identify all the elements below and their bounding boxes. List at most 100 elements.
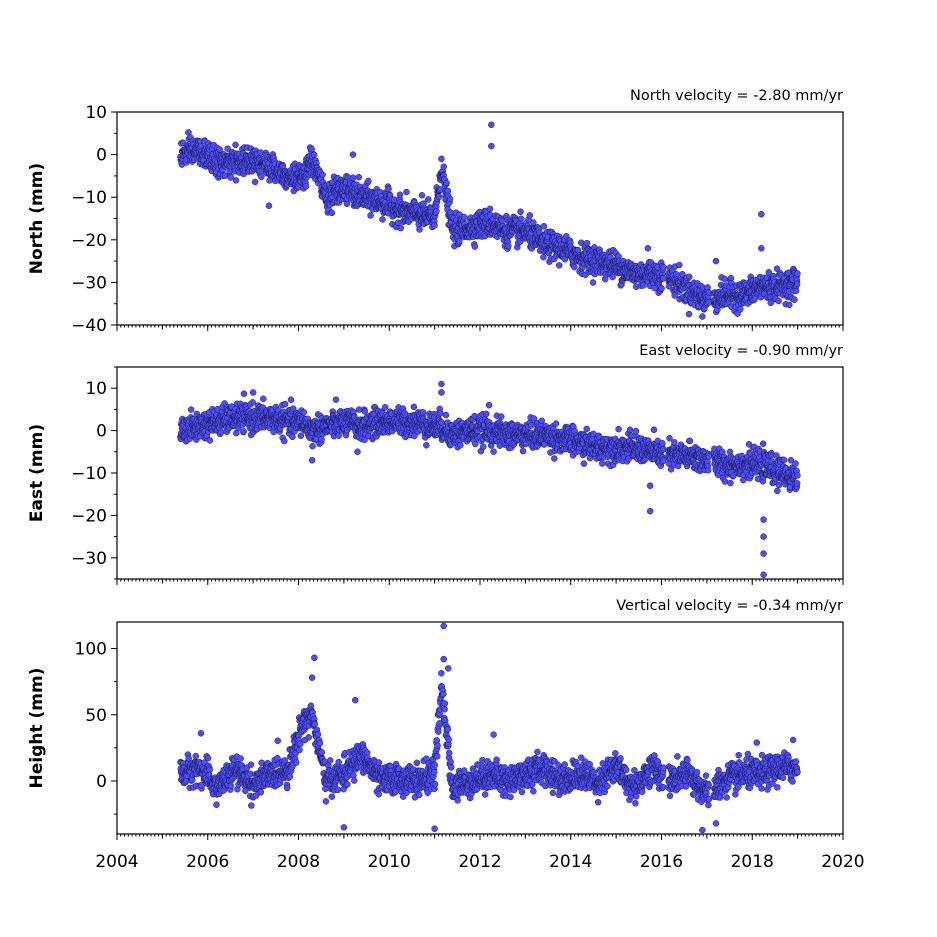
data-point (425, 196, 432, 203)
y-axis-label-east: East (mm) (27, 424, 47, 522)
series-points-height (177, 622, 801, 834)
data-point (365, 177, 372, 185)
data-point (737, 306, 744, 313)
data-point (793, 480, 801, 487)
y-tick-label-north: −20 (71, 231, 107, 251)
data-point (281, 400, 289, 408)
data-point (403, 188, 410, 196)
x-ticks-north (116, 325, 844, 331)
data-point (480, 443, 487, 450)
data-point (686, 273, 693, 281)
data-point (659, 440, 666, 447)
data-point (187, 406, 195, 413)
outlier-point (646, 507, 654, 515)
data-point (666, 435, 673, 442)
outlier-point (438, 389, 445, 396)
data-point (460, 213, 468, 221)
y-tick-label-north: −30 (71, 273, 107, 293)
data-point (540, 253, 547, 261)
data-point (355, 173, 363, 181)
data-point (443, 179, 450, 187)
data-point (659, 457, 667, 465)
data-point (598, 460, 606, 467)
data-point (775, 481, 783, 489)
data-point (483, 410, 490, 418)
y-tick-label-east: 10 (85, 379, 107, 399)
data-point (206, 437, 214, 444)
data-point (437, 410, 444, 417)
data-point (385, 185, 392, 193)
data-point (540, 223, 548, 230)
outlier-point (760, 571, 767, 579)
data-point (472, 440, 479, 448)
data-point (555, 262, 563, 269)
data-point (185, 755, 192, 762)
data-point (435, 193, 443, 200)
outlier-point (354, 448, 361, 456)
data-point (759, 440, 767, 447)
data-point (583, 239, 591, 247)
data-point (486, 205, 494, 213)
y-tick-label-east: −30 (71, 549, 107, 569)
data-point (721, 478, 729, 485)
data-point (727, 479, 734, 487)
data-point (705, 453, 713, 461)
data-point (791, 296, 798, 303)
data-point (780, 456, 788, 464)
data-point (519, 447, 527, 455)
data-point (431, 222, 438, 229)
data-point (676, 261, 683, 269)
data-point (328, 209, 336, 217)
data-point (615, 425, 622, 433)
data-point (571, 263, 578, 271)
panel-title-north: North velocity = -2.80 mm/yr (630, 88, 843, 104)
data-point (218, 428, 225, 436)
data-point (446, 195, 454, 203)
outlier-point (438, 380, 445, 388)
outlier-point (488, 142, 495, 150)
data-point (456, 238, 463, 245)
data-point (240, 428, 247, 435)
data-point (232, 177, 240, 184)
data-point (287, 396, 295, 403)
data-point (660, 264, 667, 271)
outlier-point (712, 257, 720, 265)
data-point (552, 420, 560, 427)
data-point (589, 279, 597, 286)
data-point (438, 419, 445, 426)
data-point (490, 448, 497, 455)
data-point (505, 242, 512, 250)
data-point (580, 460, 588, 467)
data-point (310, 151, 318, 158)
data-point (704, 467, 712, 474)
data-point (517, 215, 525, 222)
outlier-point (760, 533, 767, 540)
panel-title-east: East velocity = -0.90 mm/yr (639, 343, 843, 359)
data-point (361, 408, 369, 415)
data-point (442, 411, 450, 419)
series-points-north (177, 121, 801, 320)
data-point (216, 146, 223, 153)
y-axis-label-north: North (mm) (27, 163, 47, 274)
y-tick-label-north: −10 (71, 188, 107, 208)
outlier-point (760, 550, 767, 557)
data-point (416, 226, 423, 233)
data-point (526, 212, 534, 219)
data-point (308, 145, 315, 153)
outlier-point (699, 313, 706, 320)
outlier-point (488, 121, 495, 129)
data-point (632, 427, 640, 435)
outlier-point (249, 389, 257, 396)
data-point (433, 207, 440, 215)
data-point (659, 275, 667, 282)
outlier-point (265, 202, 273, 209)
panels-container: North velocity = -2.80 mm/yr North (mm) 10… (27, 88, 865, 872)
data-point (794, 472, 801, 479)
data-point (418, 192, 426, 199)
data-point (686, 437, 694, 445)
data-point (281, 437, 288, 445)
data-point (626, 426, 634, 434)
